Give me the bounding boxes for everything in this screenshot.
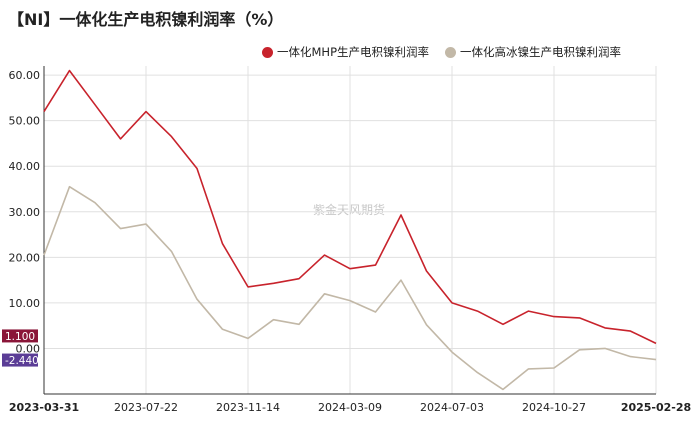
y-tick-label: 30.00 [9,206,41,219]
x-tick-label: 2024-07-03 [420,401,484,414]
last-value-tag-mhp: 1.100 [2,329,38,343]
x-tick-label: 2024-03-09 [318,401,382,414]
last-value-tag-bg [2,353,38,367]
y-tick-label: 10.00 [9,297,41,310]
legend-label-ice: 一体化高冰镍生产电积镍利润率 [460,45,622,59]
last-value-tag-ice: -2.440 [2,353,39,367]
x-tick-label: 2023-03-31 [9,401,79,414]
y-tick-label: 60.00 [9,69,41,82]
series-line-ice [43,185,657,391]
legend-swatch-ice [445,46,457,58]
legend-item-mhp[interactable]: 一体化MHP生产电积镍利润率 [262,44,429,60]
last-value-tag-bg [2,329,38,343]
y-tick-label: 20.00 [9,251,41,264]
watermark: 紫金天风期货 [313,203,386,217]
legend: 一体化MHP生产电积镍利润率 一体化高冰镍生产电积镍利润率 [262,44,621,60]
x-tick-label: 2023-07-22 [114,401,178,414]
legend-item-ice[interactable]: 一体化高冰镍生产电积镍利润率 [445,44,621,60]
y-tick-label: 0.00 [16,342,41,355]
last-value-tag-label: -2.440 [5,355,39,367]
legend-label-mhp: 一体化MHP生产电积镍利润率 [277,45,430,59]
legend-swatch-mhp [262,46,273,58]
series-line-mhp [43,69,657,345]
last-value-tag-label: 1.100 [5,331,35,343]
x-tick-label: 2023-11-14 [216,401,280,414]
chart-title: 【NI】一体化生产电积镍利润率（%） [8,10,284,29]
x-tick-label: 2025-02-28 [621,401,691,414]
x-tick-label: 2024-10-27 [522,401,586,414]
y-tick-label: 40.00 [9,160,41,173]
y-tick-label: 50.00 [9,115,41,128]
